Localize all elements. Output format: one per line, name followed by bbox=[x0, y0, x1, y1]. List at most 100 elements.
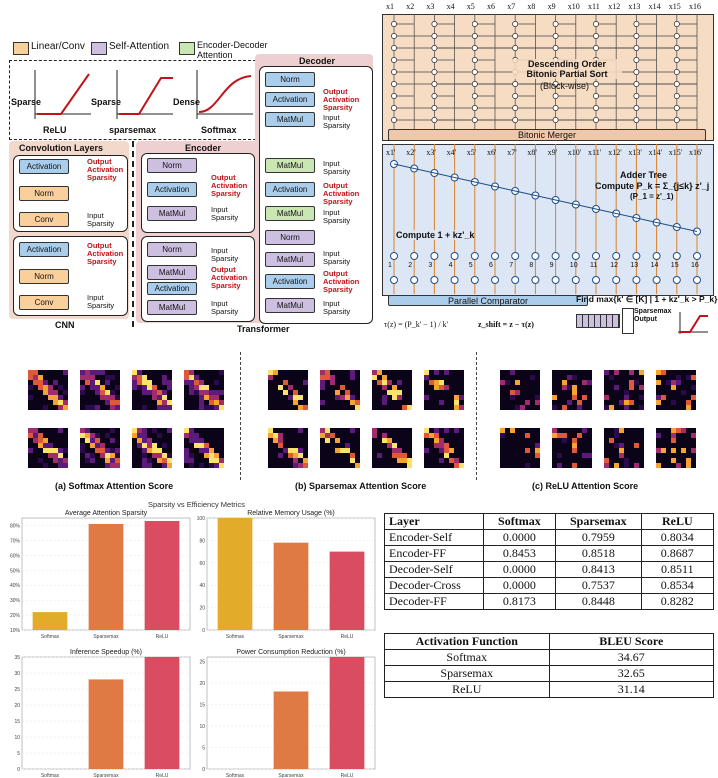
heatmap-cell bbox=[444, 448, 449, 453]
hw-index-label: 14 bbox=[650, 262, 659, 269]
comparator-node bbox=[391, 69, 397, 75]
heatmap-cell bbox=[105, 375, 110, 380]
heatmap-cell bbox=[63, 448, 68, 453]
heatmap-cell bbox=[157, 405, 162, 410]
heatmap-cell bbox=[105, 400, 110, 405]
comparator-node bbox=[552, 105, 559, 111]
heatmap-cell bbox=[152, 453, 157, 458]
comparator-node bbox=[471, 117, 478, 123]
dec-in-annot-5: Input Sparsity bbox=[323, 299, 351, 316]
heatmap-cell bbox=[604, 458, 609, 463]
hw-index-label: 7 bbox=[509, 262, 514, 269]
sparse-label-2: Sparse bbox=[91, 97, 122, 107]
heatmap-cell bbox=[320, 370, 325, 375]
heatmap-cell bbox=[397, 453, 402, 458]
heatmap-cell bbox=[38, 443, 43, 448]
heatmap-cell bbox=[330, 380, 335, 385]
heatmap-cell bbox=[609, 438, 614, 443]
bar-charts: Average Attention Sparsity10%20%30%40%50… bbox=[10, 510, 376, 778]
hw-input-label: x5 bbox=[466, 2, 475, 11]
heatmap-cell bbox=[562, 433, 567, 438]
hw-index-label: 15 bbox=[670, 262, 679, 269]
heatmap-cell bbox=[147, 448, 152, 453]
comparator-node bbox=[512, 105, 519, 111]
bar-relu bbox=[329, 551, 365, 630]
heatmap-cell bbox=[194, 385, 199, 390]
hw-sorted-label: x2' bbox=[406, 148, 416, 157]
heatmap-cell bbox=[38, 375, 43, 380]
table-cell: 34.67 bbox=[548, 649, 714, 666]
heatmap-cell bbox=[167, 453, 172, 458]
heatmap-cell bbox=[167, 458, 172, 463]
heatmap-cell bbox=[184, 428, 189, 433]
heatmap-cell bbox=[629, 385, 634, 390]
heatmap-cell bbox=[335, 448, 340, 453]
output-curve-icon bbox=[678, 312, 708, 334]
multiplier-node bbox=[491, 252, 499, 260]
heatmap-cell bbox=[392, 443, 397, 448]
heatmap-cell bbox=[28, 428, 33, 433]
comparator-node bbox=[633, 45, 640, 51]
heatmap-cell bbox=[525, 400, 530, 405]
bar-softmax bbox=[217, 518, 253, 630]
heatmap-cell bbox=[167, 400, 172, 405]
heatmap-cell bbox=[298, 395, 303, 400]
heatmap-cell bbox=[137, 375, 142, 380]
heatmap-cell bbox=[209, 453, 214, 458]
heatmap-cell bbox=[268, 433, 273, 438]
heatmap-cell bbox=[609, 405, 614, 410]
table-row: Encoder-FF 0.8453 0.8518 0.8687 bbox=[384, 545, 715, 562]
heatmap-cell bbox=[439, 448, 444, 453]
comparator-node bbox=[673, 117, 680, 123]
heatmap-cell bbox=[53, 448, 58, 453]
heatmap-cell bbox=[48, 443, 53, 448]
heatmap-cell bbox=[95, 405, 100, 410]
heatmap-separator-2 bbox=[476, 352, 477, 480]
heatmap-cell bbox=[43, 380, 48, 385]
attention-heatmap bbox=[80, 428, 120, 468]
bleu-table-wrap: Activation Function BLEU Score Softmax 34.6… bbox=[384, 633, 714, 698]
heatmap-cell bbox=[691, 375, 696, 380]
heatmap-cell bbox=[402, 453, 407, 458]
heatmap-cell bbox=[95, 380, 100, 385]
heatmap-cell bbox=[444, 443, 449, 448]
heatmap-caption-softmax: (a) Softmax Attention Score bbox=[55, 481, 174, 491]
multiplier-node bbox=[450, 252, 459, 260]
heatmap-cell bbox=[567, 375, 572, 380]
heatmap-cell bbox=[444, 370, 449, 375]
multiplier-node bbox=[652, 252, 661, 260]
heatmap-cell bbox=[105, 448, 110, 453]
hw-index-label: 11 bbox=[590, 262, 598, 269]
heatmap-cell bbox=[58, 405, 63, 410]
heatmap-cell bbox=[199, 443, 204, 448]
comparator-node bbox=[512, 33, 519, 39]
heatmap-cell bbox=[152, 428, 157, 433]
heatmap-cell bbox=[58, 453, 63, 458]
heatmap-cell bbox=[199, 380, 204, 385]
heatmap-cell bbox=[298, 453, 303, 458]
heatmap-cell bbox=[407, 405, 412, 410]
comparator-node bbox=[431, 21, 438, 27]
heatmap-cell bbox=[656, 463, 661, 468]
cnn-conv-1: Conv bbox=[19, 212, 69, 227]
heatmap-cell bbox=[671, 438, 676, 443]
hw-input-label: x3 bbox=[426, 2, 435, 11]
heatmap-cell bbox=[115, 405, 120, 410]
table-cell: 0.8518 bbox=[555, 545, 642, 562]
heatmap-cell bbox=[157, 395, 162, 400]
y-tick-label: 35 bbox=[14, 655, 20, 661]
table-cell: Decoder-Cross bbox=[384, 577, 484, 594]
heatmap-cell bbox=[661, 370, 666, 375]
heatmap-cell bbox=[199, 400, 204, 405]
heatmap-cell bbox=[142, 380, 147, 385]
heatmap-cell bbox=[510, 390, 515, 395]
compare-node bbox=[652, 276, 661, 284]
bar-sparsemax bbox=[273, 542, 309, 630]
heatmap-cell bbox=[619, 453, 624, 458]
comparator-node bbox=[391, 105, 397, 111]
heatmap-cell bbox=[350, 458, 355, 463]
mux-box bbox=[622, 308, 634, 334]
heatmap-cell bbox=[634, 443, 639, 448]
heatmap-cell bbox=[157, 453, 162, 458]
enc-norm-2: Norm bbox=[147, 242, 197, 257]
